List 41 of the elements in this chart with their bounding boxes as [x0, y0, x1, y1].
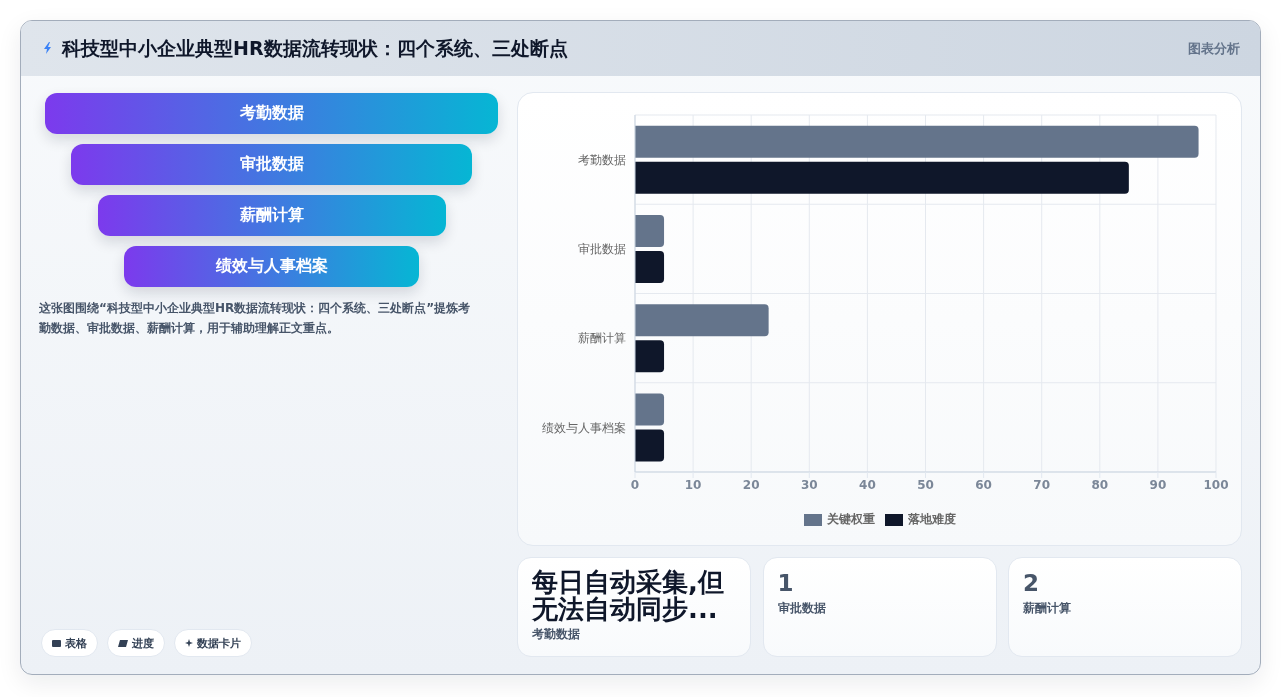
bar: [635, 304, 769, 337]
bar: [635, 429, 665, 462]
y-tick-label: 绩效与人事档案: [542, 420, 626, 435]
text: 1: [777, 570, 794, 596]
x-tick-label: 30: [800, 477, 818, 492]
bar: [635, 161, 1129, 194]
x-tick-label: 100: [1203, 477, 1229, 492]
x-tick-label: 50: [917, 477, 934, 492]
bar: [635, 250, 665, 283]
text: 数据卡片: [197, 635, 241, 651]
y-tick-label: 审批数据: [578, 242, 626, 257]
category-label: 绩效与人事档案: [215, 256, 328, 277]
x-tick-label: 20: [742, 477, 760, 492]
text: 每日自动采集,但无法自动同步...: [532, 567, 724, 624]
x-tick-label: 0: [630, 477, 640, 492]
category-label: 考勤数据: [532, 627, 580, 641]
y-tick-label: 薪酬计算: [578, 331, 626, 346]
text: 进度: [132, 635, 154, 651]
text: 这张图围绕“科技型中小企业典型HR数据流转现状：四个系统、三处断点”提炼考勤数据、审批数据、薪酬计算，用于辅助理解正文重点。: [39, 301, 471, 335]
text: 科技型中小企业典型HR数据流转现状：四个系统、三处断点: [62, 37, 568, 59]
x-tick-label: 80: [1091, 477, 1109, 492]
category-label: 考勤数据: [239, 103, 304, 124]
category-label: 审批数据: [777, 601, 826, 615]
legend-label: 落地难度: [907, 511, 956, 528]
x-tick-label: 40: [859, 477, 876, 492]
text: 图表分析: [1188, 41, 1240, 56]
bar: [635, 393, 665, 426]
text: 表格: [65, 635, 87, 651]
x-tick-label: 60: [975, 477, 992, 492]
y-tick-label: 考勤数据: [578, 152, 626, 167]
text: 2: [1023, 570, 1040, 596]
legend-label: 关键权重: [826, 511, 875, 528]
x-tick-label: 90: [1149, 477, 1167, 492]
x-tick-label: 70: [1033, 477, 1051, 492]
x-tick-label: 10: [684, 477, 702, 492]
bar: [635, 125, 1199, 158]
bar: [635, 340, 665, 373]
category-label: 薪酬计算: [239, 205, 304, 226]
bar: [635, 214, 665, 247]
category-label: 薪酬计算: [1023, 601, 1071, 615]
category-label: 审批数据: [239, 154, 304, 175]
